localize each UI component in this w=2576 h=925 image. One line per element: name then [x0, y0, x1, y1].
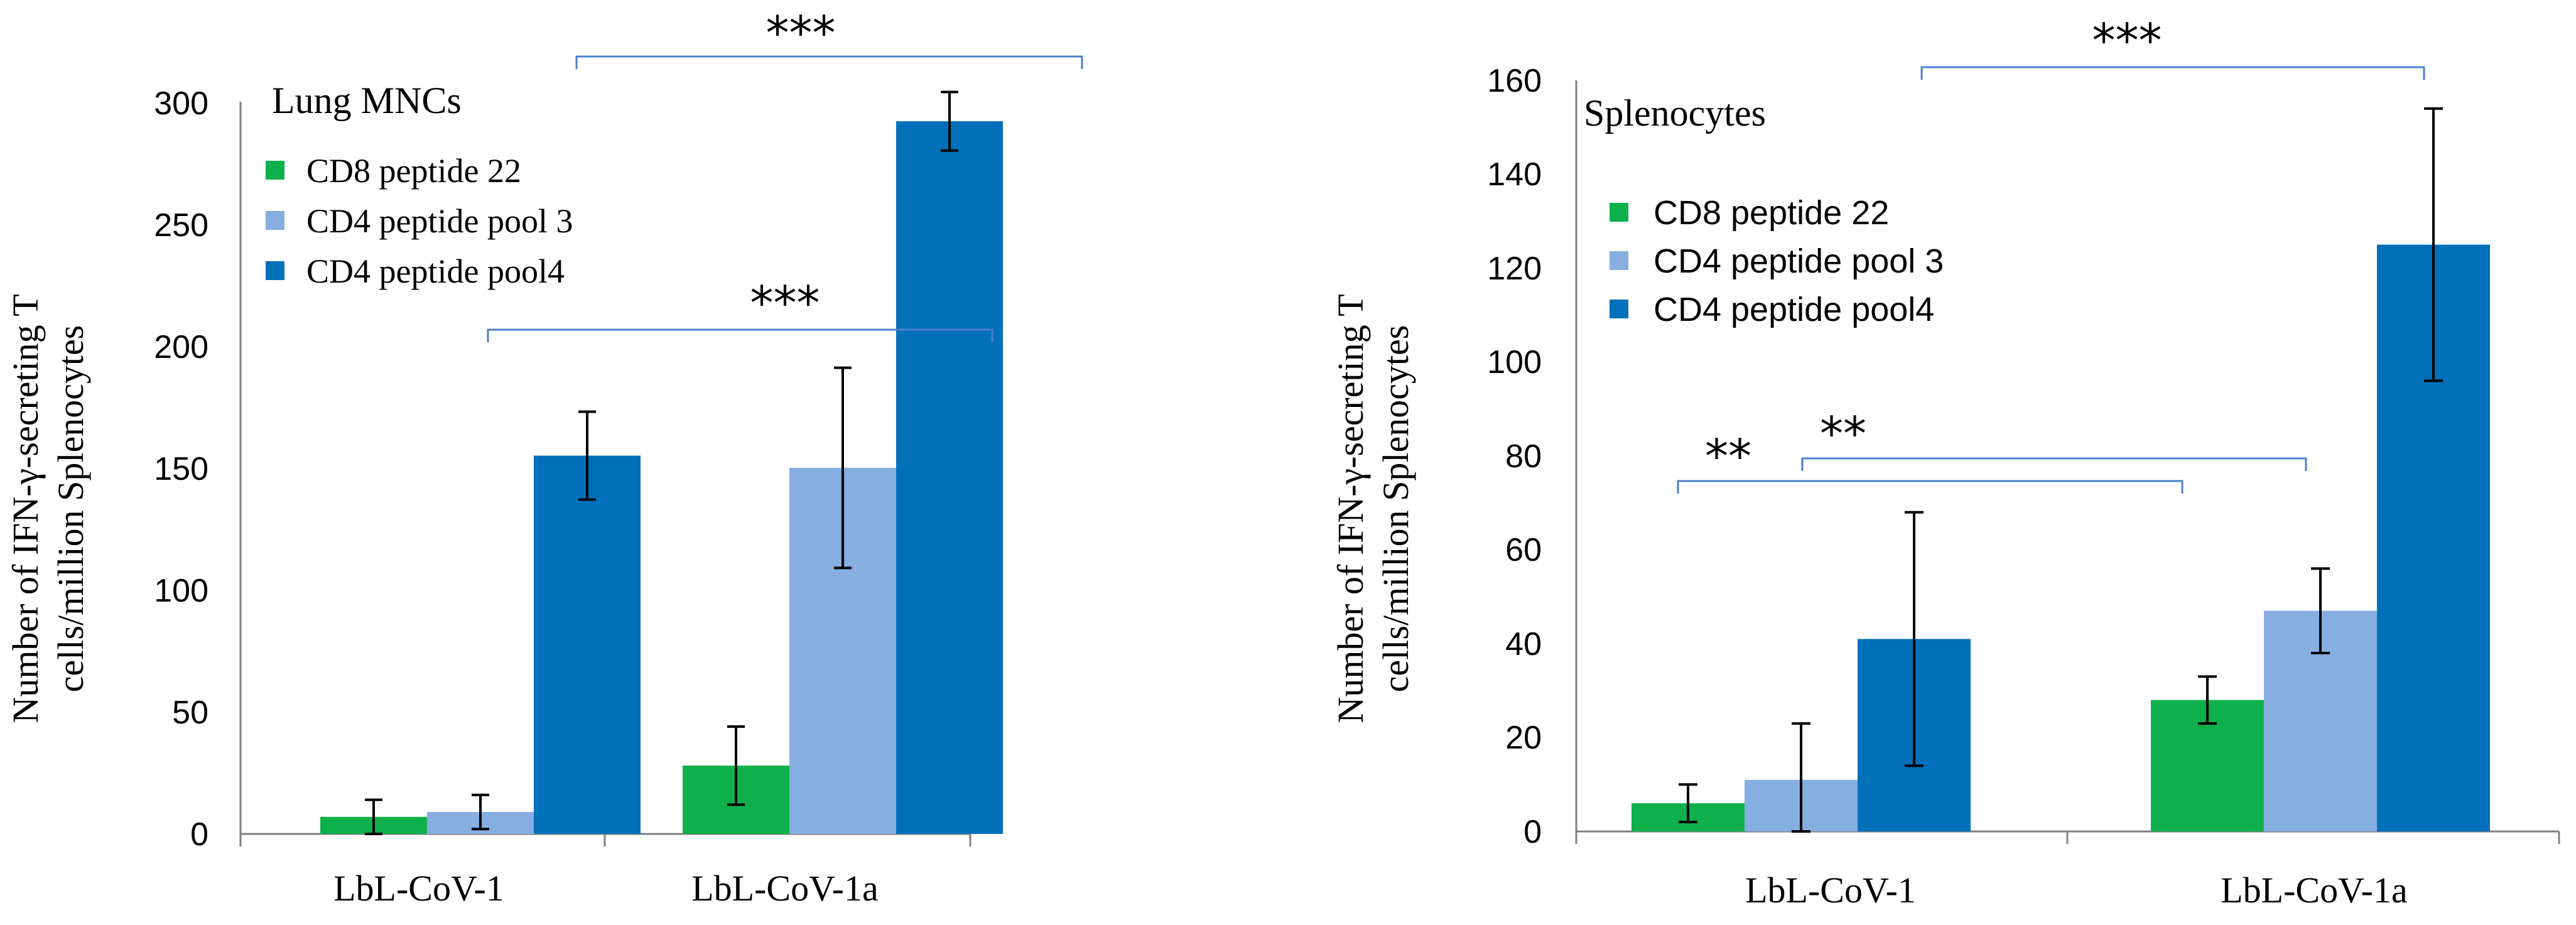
lung-errbar-pool4-lblcov1 [578, 410, 596, 501]
lung-legend: CD8 peptide 22 CD4 peptide pool 3 CD4 pe… [266, 152, 573, 290]
spleen-legend-swatch-pool4 [1610, 300, 1628, 318]
lung-significance-stars-mid: *** [750, 276, 820, 330]
lung-legend-label: CD4 peptide pool4 [306, 252, 565, 290]
spleen-ytick: 120 [1487, 251, 1542, 287]
spleen-significance-stars-right: ** [1820, 407, 1866, 461]
lung-errbar-pool3-lblcov1 [472, 793, 489, 831]
lung-category-label: LbL-CoV-1 [333, 868, 504, 909]
spleen-significance-stars-top: *** [2092, 14, 2162, 68]
lung-significance-stars-top: *** [766, 6, 836, 60]
spleen-ytick: 20 [1505, 720, 1542, 756]
spleen-ylabel-line2: cells/million Splenocytes [1375, 325, 1416, 693]
spleen-ytick: 100 [1487, 344, 1542, 381]
panel-lung: Number of IFN-γ-secreting T cells/millio… [5, 6, 1083, 909]
spleen-category-label: LbL-CoV-1 [1745, 870, 1916, 911]
lung-ylabel-line1: Number of IFN-γ-secreting T [5, 294, 46, 723]
lung-bar-pool4-lblcov1 [534, 455, 641, 834]
lung-y-ticks: 0 50 100 150 200 250 300 [154, 85, 208, 853]
lung-ytick: 50 [172, 695, 208, 731]
spleen-errbar-pool3-lblcov1 [1792, 722, 1810, 833]
lung-ylabel-line2: cells/million Splenocytes [50, 325, 91, 693]
spleen-category-label: LbL-CoV-1a [2221, 870, 2407, 911]
spleen-errbar-pool4-lblcov1a [2424, 107, 2443, 382]
lung-legend-swatch-pool4 [266, 261, 284, 280]
lung-errbar-pool4-lblcov1a [941, 90, 958, 152]
spleen-ytick: 80 [1505, 438, 1542, 475]
spleen-panel-title: Splenocytes [1584, 92, 1766, 134]
spleen-errbar-cd8-lblcov1a [2198, 675, 2217, 725]
panel-spleen: Number of IFN-γ-secreting T cells/millio… [1330, 14, 2560, 911]
spleen-legend-label: CD4 peptide pool 3 [1653, 242, 1944, 280]
spleen-significance-stars-left: ** [1705, 430, 1751, 484]
spleen-errbar-pool3-lblcov1a [2311, 567, 2330, 654]
lung-significance-bracket-mid [487, 328, 993, 342]
spleen-ytick: 40 [1505, 626, 1542, 663]
spleen-ylabel-line1: Number of IFN-γ-secreting T [1330, 294, 1371, 723]
lung-category-label: LbL-CoV-1a [691, 868, 878, 909]
lung-errbar-pool3-lblcov1a [834, 366, 852, 570]
spleen-error-bars [1679, 107, 2443, 833]
lung-significance-bracket-top [575, 55, 1083, 69]
spleen-legend-swatch-cd8 [1610, 203, 1628, 222]
lung-ytick: 100 [154, 573, 208, 609]
lung-legend-swatch-pool3 [266, 211, 284, 230]
spleen-legend-label: CD4 peptide pool4 [1653, 291, 1934, 328]
spleen-legend-swatch-pool3 [1610, 251, 1628, 270]
lung-ytick: 250 [154, 207, 208, 244]
spleen-significance-bracket-left [1677, 480, 2184, 494]
lung-legend-swatch-cd8 [266, 161, 284, 180]
lung-ytick: 200 [154, 329, 208, 365]
spleen-significance-bracket-right [1801, 457, 2307, 471]
spleen-errbar-cd8-lblcov1 [1679, 783, 1697, 824]
spleen-bars [1632, 244, 2490, 831]
lung-errbar-cd8-lblcov1a [727, 725, 745, 806]
lung-bar-pool4-lblcov1a [896, 121, 1003, 834]
lung-ytick: 150 [154, 451, 208, 487]
spleen-errbar-pool4-lblcov1 [1905, 511, 1924, 767]
spleen-ytick: 140 [1487, 156, 1542, 193]
spleen-legend-label: CD8 peptide 22 [1653, 194, 1889, 232]
spleen-ytick: 60 [1505, 532, 1542, 568]
spleen-ytick: 0 [1523, 814, 1542, 850]
spleen-ytick: 160 [1487, 63, 1542, 99]
spleen-y-ticks: 0 20 40 60 80 100 120 140 160 [1487, 63, 1542, 850]
lung-ytick: 300 [154, 85, 208, 122]
lung-legend-label: CD4 peptide pool 3 [306, 202, 573, 240]
spleen-legend: CD8 peptide 22 CD4 peptide pool 3 CD4 pe… [1610, 194, 1944, 328]
spleen-significance-bracket-top [1920, 66, 2425, 80]
lung-errbar-cd8-lblcov1 [365, 798, 382, 835]
lung-legend-label: CD8 peptide 22 [306, 152, 521, 190]
lung-panel-title: Lung MNCs [272, 80, 462, 121]
lung-bars [320, 121, 1003, 834]
lung-ytick: 0 [190, 816, 208, 853]
lung-error-bars [365, 90, 958, 835]
